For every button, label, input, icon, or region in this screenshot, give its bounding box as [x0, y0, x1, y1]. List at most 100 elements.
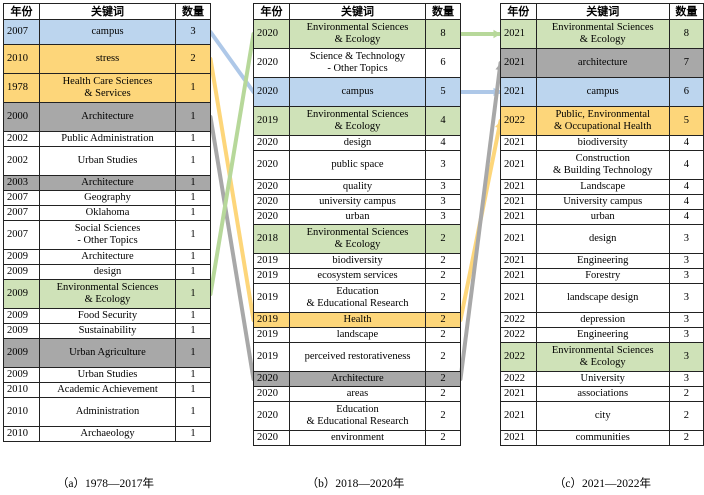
keyword-cell: Urban Studies	[39, 146, 176, 176]
count-cell: 2	[425, 401, 461, 431]
caption-b: （b）2018—2020年	[306, 478, 405, 490]
year-cell: 2021	[500, 48, 537, 78]
year-cell: 2009	[3, 264, 40, 280]
year-cell: 2020	[253, 194, 290, 210]
keyword-cell: campus	[289, 77, 426, 107]
year-cell: 2021	[500, 179, 537, 195]
table-row: 2019 Environmental Sciences & Ecology 4	[253, 106, 461, 136]
keyword-cell: Administration	[39, 397, 176, 427]
year-cell: 2022	[500, 327, 537, 343]
table-row: 2018 Environmental Sciences & Ecology 2	[253, 224, 461, 254]
table-row: 2019 biodiversity 2	[253, 253, 461, 269]
year-cell: 2019	[253, 283, 290, 313]
keyword-cell: University campus	[535, 194, 670, 210]
year-cell: 2009	[3, 249, 40, 265]
table-row: 2021 biodiversity 4	[500, 135, 704, 151]
header-year: 年份	[253, 3, 290, 20]
connector-line	[208, 30, 256, 94]
header-count: 数量	[668, 3, 704, 20]
table-row: 2022 University 3	[500, 371, 704, 387]
keyword-cell: Food Security	[39, 308, 176, 324]
count-cell: 1	[175, 338, 211, 368]
table-row: 2021 design 3	[500, 224, 704, 254]
keyword-cell: Health Care Sciences & Services	[39, 73, 176, 103]
count-cell: 8	[425, 19, 461, 49]
count-cell: 4	[668, 150, 704, 180]
table-row: 2002 Public Administration 1	[3, 131, 211, 147]
header-keyword: 关键词	[39, 3, 176, 20]
table-row: 2020 Environmental Sciences & Ecology 8	[253, 19, 461, 49]
count-cell: 2	[425, 342, 461, 372]
keyword-cell: urban	[289, 209, 426, 225]
count-cell: 1	[175, 190, 211, 206]
year-cell: 2020	[253, 135, 290, 151]
year-cell: 2022	[500, 342, 537, 372]
count-cell: 3	[425, 150, 461, 180]
table-row: 2022 depression 3	[500, 312, 704, 328]
count-cell: 3	[425, 209, 461, 225]
count-cell: 2	[425, 283, 461, 313]
header-row: 年份 关键词 数量	[500, 3, 704, 20]
count-cell: 1	[175, 264, 211, 280]
keyword-table: 年份 关键词 数量 2020 Environmental Sciences & Ecol…	[253, 3, 461, 446]
count-cell: 2	[425, 312, 461, 328]
keyword-cell: Education & Educational Research	[289, 401, 426, 431]
year-cell: 2021	[500, 386, 537, 402]
year-cell: 2020	[253, 48, 290, 78]
header-count: 数量	[425, 3, 461, 20]
count-cell: 1	[175, 367, 211, 383]
keyword-cell: environment	[289, 430, 426, 446]
keyword-cell: Architecture	[39, 175, 176, 191]
keyword-cell: Oklahoma	[39, 205, 176, 221]
year-cell: 2019	[253, 106, 290, 136]
table-row: 2021 Landscape 4	[500, 179, 704, 195]
table-row: 2020 Architecture 2	[253, 371, 461, 387]
year-cell: 2020	[253, 401, 290, 431]
keyword-cell: Environmental Sciences & Ecology	[289, 19, 426, 49]
year-cell: 2009	[3, 323, 40, 339]
year-cell: 2021	[500, 224, 537, 254]
year-cell: 2002	[3, 131, 40, 147]
year-cell: 2020	[253, 19, 290, 49]
table-row: 2021 Environmental Sciences & Ecology 8	[500, 19, 704, 49]
table-row: 2021 University campus 4	[500, 194, 704, 210]
table-row: 2021 urban 4	[500, 209, 704, 225]
header-keyword: 关键词	[535, 3, 670, 20]
year-cell: 2021	[500, 401, 537, 431]
connector-line	[208, 32, 256, 296]
table-row: 1978 Health Care Sciences & Services 1	[3, 73, 211, 103]
keyword-cell: Environmental Sciences & Ecology	[535, 342, 670, 372]
year-cell: 2021	[500, 135, 537, 151]
caption-a: （a）1978—2017年	[56, 478, 155, 490]
keyword-cell: biodiversity	[535, 135, 670, 151]
table-row: 2020 university campus 3	[253, 194, 461, 210]
table-row: 2000 Architecture 1	[3, 102, 211, 132]
keyword-cell: biodiversity	[289, 253, 426, 269]
keyword-cell: design	[535, 224, 670, 254]
year-cell: 2007	[3, 205, 40, 221]
count-cell: 1	[175, 220, 211, 250]
connector-line	[208, 57, 256, 322]
count-cell: 3	[668, 283, 704, 313]
year-cell: 2021	[500, 268, 537, 284]
table-row: 2020 quality 3	[253, 179, 461, 195]
keyword-cell: design	[289, 135, 426, 151]
count-cell: 3	[175, 19, 211, 45]
count-cell: 2	[668, 401, 704, 431]
year-cell: 2020	[253, 77, 290, 107]
table-row: 2021 associations 2	[500, 386, 704, 402]
table-row: 2009 Environmental Sciences & Ecology 1	[3, 279, 211, 309]
year-cell: 2002	[3, 146, 40, 176]
year-cell: 2021	[500, 283, 537, 313]
count-cell: 6	[668, 77, 704, 107]
count-cell: 1	[175, 131, 211, 147]
year-cell: 2019	[253, 268, 290, 284]
table-row: 2021 landscape design 3	[500, 283, 704, 313]
keyword-table: 年份 关键词 数量 2007 campus 3 2010 stress 2 1978 Health …	[3, 3, 211, 442]
keyword-cell: Health	[289, 312, 426, 328]
table-row: 2010 Administration 1	[3, 397, 211, 427]
year-cell: 2009	[3, 308, 40, 324]
keyword-cell: university campus	[289, 194, 426, 210]
keyword-cell: Sustainability	[39, 323, 176, 339]
connector-line	[458, 119, 503, 322]
